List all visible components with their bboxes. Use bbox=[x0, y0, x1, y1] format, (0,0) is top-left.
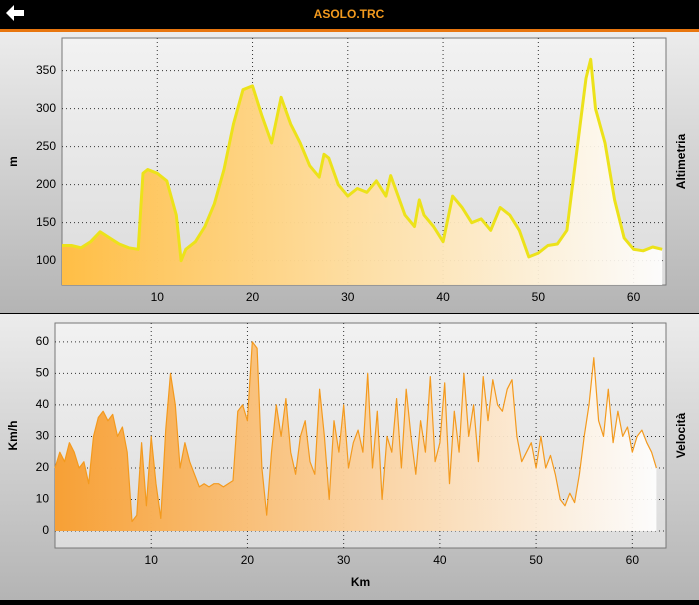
y-tick-label: 40 bbox=[36, 397, 50, 411]
x-tick-label: 30 bbox=[341, 290, 355, 304]
line bbox=[54, 341, 657, 523]
y-tick-label: 10 bbox=[36, 492, 50, 506]
y-tick-label: 0 bbox=[42, 523, 49, 537]
x-tick-label: 50 bbox=[532, 290, 546, 304]
x-tick-label: 50 bbox=[529, 553, 543, 567]
y-tick-label: 350 bbox=[36, 63, 56, 77]
chart-title: Velocità bbox=[674, 412, 688, 458]
y-tick-label: 300 bbox=[36, 101, 56, 115]
x-tick-label: 40 bbox=[436, 290, 450, 304]
top-bar-accent bbox=[0, 29, 699, 32]
y-tick-label: 100 bbox=[36, 253, 56, 267]
y-axis-label: m bbox=[6, 156, 20, 167]
line bbox=[62, 57, 663, 263]
y-tick-label: 50 bbox=[36, 366, 50, 380]
y-tick-label: 250 bbox=[36, 139, 56, 153]
screen-title: ASOLO.TRC bbox=[314, 7, 385, 21]
y-tick-label: 30 bbox=[36, 429, 50, 443]
y-tick-label: 60 bbox=[36, 334, 50, 348]
chart-title: Altimetria bbox=[674, 134, 688, 190]
y-tick-label: 20 bbox=[36, 460, 50, 474]
x-tick-label: 60 bbox=[627, 290, 641, 304]
x-tick-label: 10 bbox=[151, 290, 165, 304]
x-axis-label: Km bbox=[351, 575, 370, 589]
y-tick-label: 200 bbox=[36, 177, 56, 191]
x-tick-label: 10 bbox=[145, 553, 159, 567]
x-tick-label: 20 bbox=[246, 290, 260, 304]
y-tick-label: 150 bbox=[36, 215, 56, 229]
x-tick-label: 20 bbox=[241, 553, 255, 567]
back-button[interactable] bbox=[6, 5, 24, 21]
x-tick-label: 60 bbox=[626, 553, 640, 567]
x-tick-label: 40 bbox=[433, 553, 447, 567]
x-tick-label: 30 bbox=[337, 553, 351, 567]
top-bar bbox=[0, 0, 699, 29]
y-axis-label: Km/h bbox=[6, 421, 20, 451]
area bbox=[62, 59, 663, 285]
